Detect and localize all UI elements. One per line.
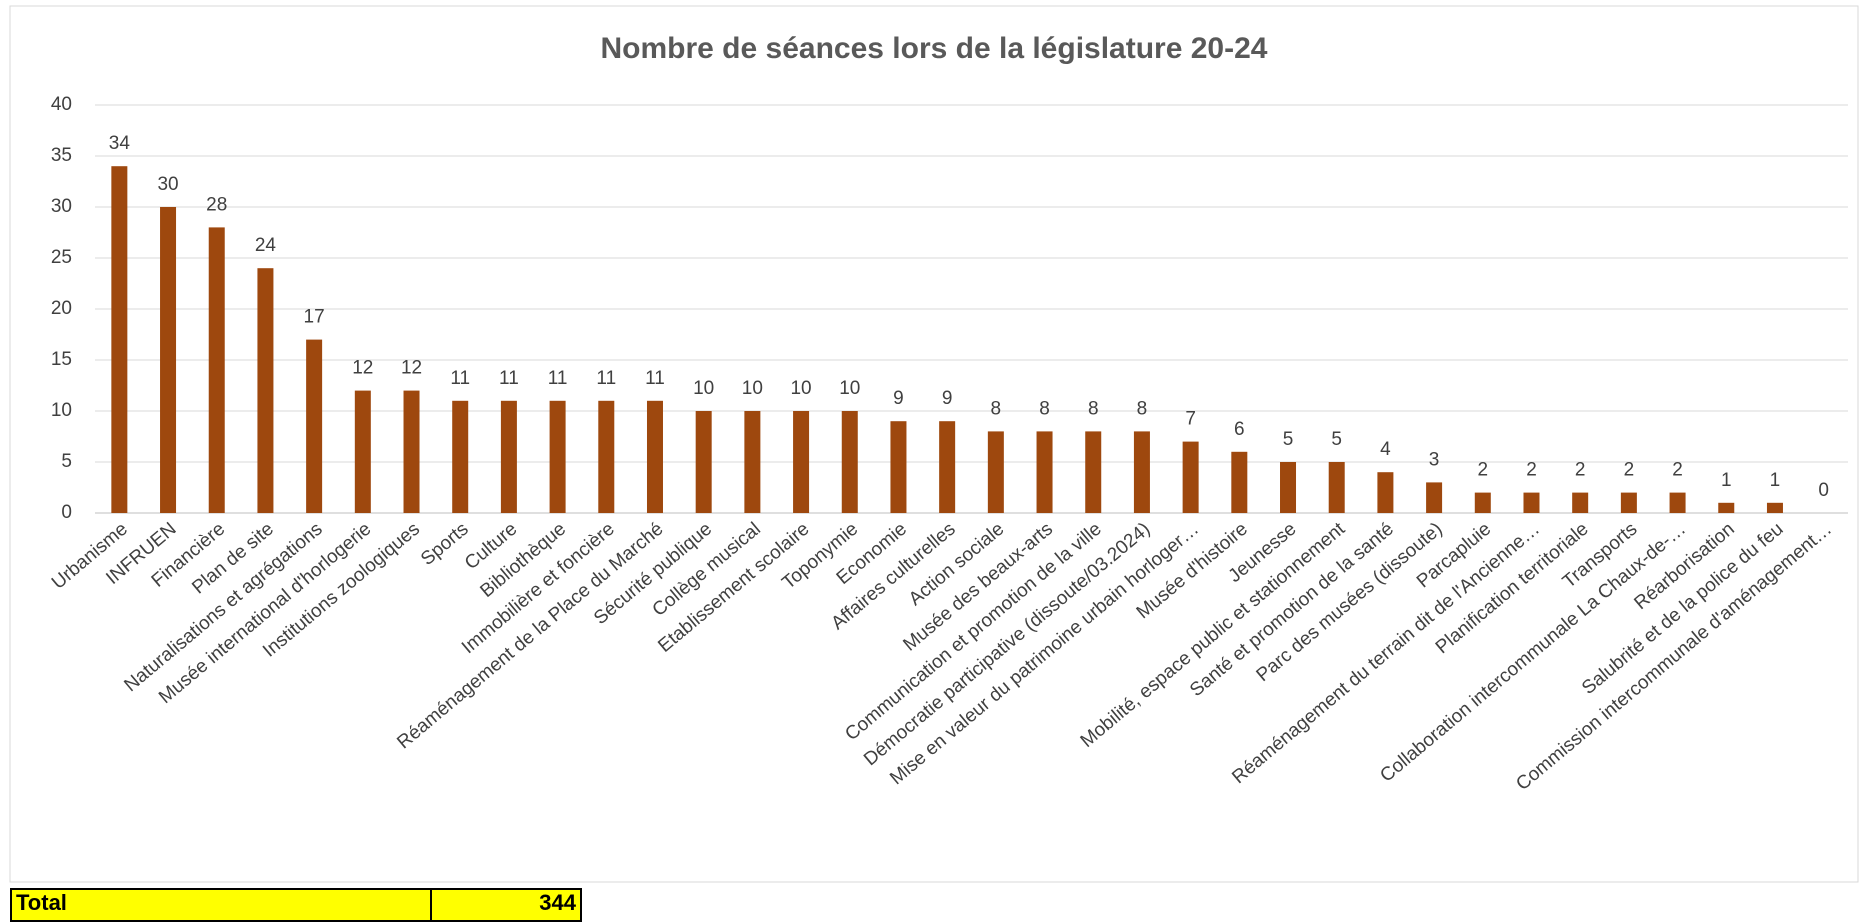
data-label: 9 — [893, 388, 904, 409]
bar — [1766, 502, 1783, 513]
data-label: 10 — [742, 378, 763, 399]
bar — [598, 400, 615, 513]
bar — [1328, 462, 1345, 513]
bar — [793, 411, 810, 513]
data-label: 28 — [206, 194, 227, 215]
bar — [1572, 492, 1589, 513]
bar — [695, 411, 712, 513]
bar — [1182, 441, 1199, 513]
bar — [1718, 502, 1735, 513]
bar — [1669, 492, 1686, 513]
data-label: 9 — [942, 388, 953, 409]
bar — [1133, 431, 1150, 513]
data-label: 0 — [1818, 480, 1829, 501]
data-label: 10 — [839, 378, 860, 399]
data-label: 5 — [1331, 429, 1342, 450]
total-label: Total — [10, 888, 432, 922]
bar — [549, 400, 566, 513]
data-label: 10 — [790, 378, 811, 399]
data-label: 4 — [1380, 439, 1391, 460]
y-tick-label: 10 — [51, 400, 72, 421]
data-label: 30 — [157, 174, 178, 195]
bar — [1085, 431, 1102, 513]
bar — [939, 421, 956, 513]
bar — [1426, 482, 1443, 513]
total-table: Total 344 — [10, 888, 582, 922]
data-label: 3 — [1429, 449, 1440, 470]
data-label: 11 — [548, 368, 568, 389]
y-tick-label: 40 — [51, 94, 72, 115]
bar — [111, 166, 128, 513]
y-tick-label: 20 — [51, 298, 72, 319]
bar — [208, 227, 225, 513]
data-label: 11 — [596, 368, 616, 389]
y-tick-label: 30 — [51, 196, 72, 217]
y-tick-label: 5 — [61, 451, 72, 472]
y-tick-label: 25 — [51, 247, 72, 268]
bar — [1377, 472, 1394, 513]
data-label: 10 — [693, 378, 714, 399]
bar — [1523, 492, 1540, 513]
data-label: 1 — [1770, 470, 1781, 491]
data-label: 8 — [1039, 398, 1050, 419]
data-label: 2 — [1672, 460, 1683, 481]
data-label: 2 — [1478, 460, 1489, 481]
bar — [500, 400, 517, 513]
chart-title: Nombre de séances lors de la législature… — [601, 32, 1268, 65]
data-label: 11 — [645, 368, 665, 389]
data-label: 8 — [991, 398, 1002, 419]
bar — [160, 207, 177, 513]
data-label: 34 — [109, 133, 131, 154]
bar — [1036, 431, 1053, 513]
bar — [257, 268, 274, 513]
bar — [1620, 492, 1637, 513]
bar — [890, 421, 907, 513]
data-label: 7 — [1185, 409, 1196, 430]
data-label: 6 — [1234, 419, 1245, 440]
total-value: 344 — [430, 888, 582, 922]
data-label: 5 — [1283, 429, 1294, 450]
y-tick-label: 35 — [51, 145, 72, 166]
data-label: 11 — [499, 368, 519, 389]
bar — [354, 390, 371, 513]
bar — [306, 339, 323, 513]
bar — [1231, 451, 1248, 513]
bar — [452, 400, 469, 513]
bar — [987, 431, 1004, 513]
bar — [744, 411, 761, 513]
data-label: 2 — [1575, 460, 1586, 481]
y-tick-label: 0 — [61, 502, 72, 523]
data-label: 8 — [1137, 398, 1148, 419]
bar — [646, 400, 663, 513]
data-label: 8 — [1088, 398, 1099, 419]
data-label: 2 — [1526, 460, 1537, 481]
bar — [1280, 462, 1297, 513]
data-label: 12 — [401, 358, 422, 379]
data-label: 11 — [450, 368, 470, 389]
bar — [1474, 492, 1491, 513]
data-label: 2 — [1624, 460, 1635, 481]
data-label: 17 — [304, 307, 325, 328]
bar — [841, 411, 858, 513]
data-label: 24 — [255, 235, 277, 256]
data-label: 12 — [352, 358, 373, 379]
data-label: 1 — [1721, 470, 1732, 491]
bar — [403, 390, 420, 513]
y-tick-label: 15 — [51, 349, 72, 370]
